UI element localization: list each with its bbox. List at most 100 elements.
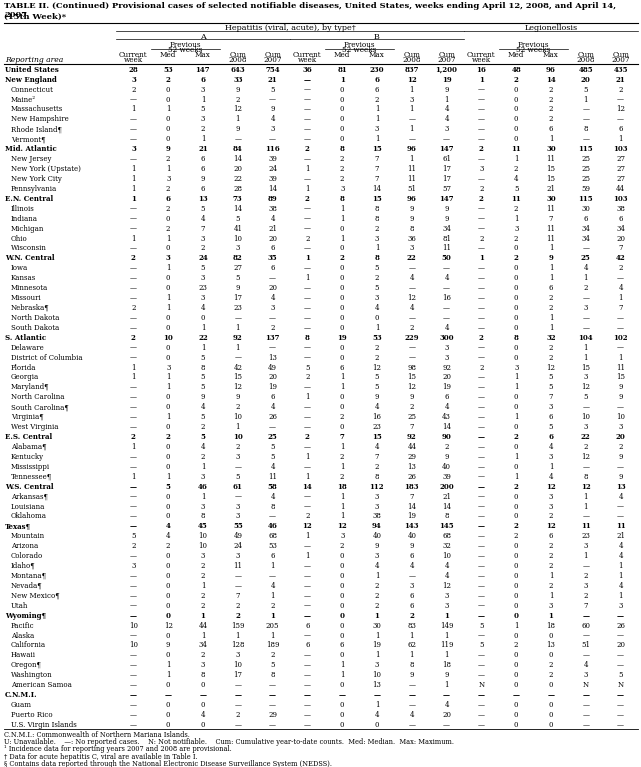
- Text: 5: 5: [549, 423, 553, 431]
- Text: —: —: [304, 592, 311, 600]
- Text: 1: 1: [514, 413, 519, 421]
- Text: 9: 9: [235, 284, 240, 292]
- Text: —: —: [478, 492, 485, 501]
- Text: Cum: Cum: [229, 51, 246, 59]
- Text: —: —: [130, 512, 137, 521]
- Text: —: —: [443, 284, 450, 292]
- Text: 2008: 2008: [576, 56, 595, 64]
- Text: 0: 0: [166, 423, 171, 431]
- Text: C.N.M.I.: C.N.M.I.: [5, 691, 38, 699]
- Text: 0: 0: [340, 631, 344, 640]
- Text: —: —: [478, 175, 485, 183]
- Text: 7: 7: [375, 175, 379, 183]
- Text: 0: 0: [166, 443, 171, 451]
- Text: 4: 4: [444, 115, 449, 123]
- Text: 3: 3: [375, 235, 379, 242]
- Text: 1: 1: [270, 611, 275, 620]
- Text: —: —: [582, 721, 589, 729]
- Text: 1: 1: [514, 453, 519, 461]
- Text: 25: 25: [581, 155, 590, 163]
- Text: 0: 0: [340, 651, 344, 660]
- Text: 2: 2: [583, 592, 588, 600]
- Text: —: —: [269, 512, 276, 521]
- Text: —: —: [478, 215, 485, 222]
- Text: 28: 28: [129, 66, 138, 74]
- Text: 7: 7: [375, 165, 379, 173]
- Text: 3: 3: [375, 125, 379, 133]
- Text: —: —: [617, 324, 624, 332]
- Text: 9: 9: [444, 205, 449, 212]
- Text: Reporting area: Reporting area: [5, 56, 63, 64]
- Text: 1: 1: [305, 185, 310, 193]
- Text: 34: 34: [616, 225, 625, 232]
- Text: 6: 6: [619, 215, 623, 222]
- Text: 2: 2: [166, 185, 171, 193]
- Text: 5: 5: [131, 532, 136, 540]
- Text: 8: 8: [410, 661, 414, 670]
- Text: —: —: [235, 463, 241, 471]
- Text: —: —: [582, 701, 589, 709]
- Text: 2: 2: [305, 374, 310, 381]
- Text: 1: 1: [340, 235, 344, 242]
- Text: —: —: [304, 284, 311, 292]
- Text: 58: 58: [268, 482, 278, 491]
- Text: 2: 2: [340, 175, 344, 183]
- Text: 4: 4: [444, 701, 449, 709]
- Text: 10: 10: [581, 413, 590, 421]
- Text: 147: 147: [196, 66, 210, 74]
- Text: —: —: [478, 374, 485, 381]
- Text: 14: 14: [442, 502, 451, 511]
- Text: 3: 3: [583, 374, 588, 381]
- Text: Previous: Previous: [170, 41, 201, 49]
- Text: 1: 1: [201, 96, 205, 104]
- Text: 0: 0: [201, 701, 205, 709]
- Text: —: —: [304, 245, 311, 252]
- Text: 1: 1: [619, 592, 623, 600]
- Text: 2: 2: [340, 542, 344, 550]
- Text: —: —: [304, 443, 311, 451]
- Text: 0: 0: [166, 572, 171, 580]
- Text: 43: 43: [442, 413, 451, 421]
- Text: 2: 2: [479, 185, 484, 193]
- Text: 0: 0: [166, 403, 171, 411]
- Text: District of Columbia: District of Columbia: [11, 354, 83, 361]
- Text: —: —: [478, 512, 485, 521]
- Text: 0: 0: [340, 294, 344, 302]
- Text: 2: 2: [549, 106, 553, 114]
- Text: 17: 17: [442, 165, 451, 173]
- Text: —: —: [130, 265, 137, 272]
- Text: —: —: [130, 403, 137, 411]
- Text: 20: 20: [442, 711, 451, 719]
- Text: Max: Max: [369, 51, 385, 59]
- Text: 33: 33: [233, 76, 242, 84]
- Text: 128: 128: [231, 641, 245, 650]
- Text: 0: 0: [166, 562, 171, 570]
- Text: —: —: [478, 433, 485, 441]
- Text: 15: 15: [372, 145, 382, 153]
- Text: 3: 3: [444, 125, 449, 133]
- Text: 0: 0: [514, 294, 519, 302]
- Text: Texas¶: Texas¶: [5, 522, 31, 530]
- Text: 3: 3: [549, 453, 553, 461]
- Text: U: Unavailable.    —: No reported cases.    N: Not notifiable.    Cum: Cumulativ: U: Unavailable. —: No reported cases. N:…: [4, 738, 454, 746]
- Text: 17: 17: [233, 294, 242, 302]
- Text: 9: 9: [375, 393, 379, 401]
- Text: 1: 1: [444, 96, 449, 104]
- Text: 2: 2: [201, 651, 205, 660]
- Text: 7: 7: [340, 433, 345, 441]
- Text: —: —: [408, 344, 415, 352]
- Text: Alabama¶: Alabama¶: [11, 443, 47, 451]
- Text: 2: 2: [514, 255, 519, 262]
- Text: 96: 96: [407, 195, 417, 202]
- Text: 9: 9: [410, 393, 414, 401]
- Text: 1: 1: [583, 552, 588, 560]
- Text: 26: 26: [268, 413, 277, 421]
- Text: 2: 2: [375, 602, 379, 610]
- Text: 4: 4: [444, 275, 449, 282]
- Text: —: —: [235, 314, 241, 322]
- Text: 12: 12: [547, 364, 556, 371]
- Text: —: —: [304, 492, 311, 501]
- Text: 159: 159: [231, 621, 245, 630]
- Text: 2: 2: [340, 413, 344, 421]
- Text: 21: 21: [547, 185, 556, 193]
